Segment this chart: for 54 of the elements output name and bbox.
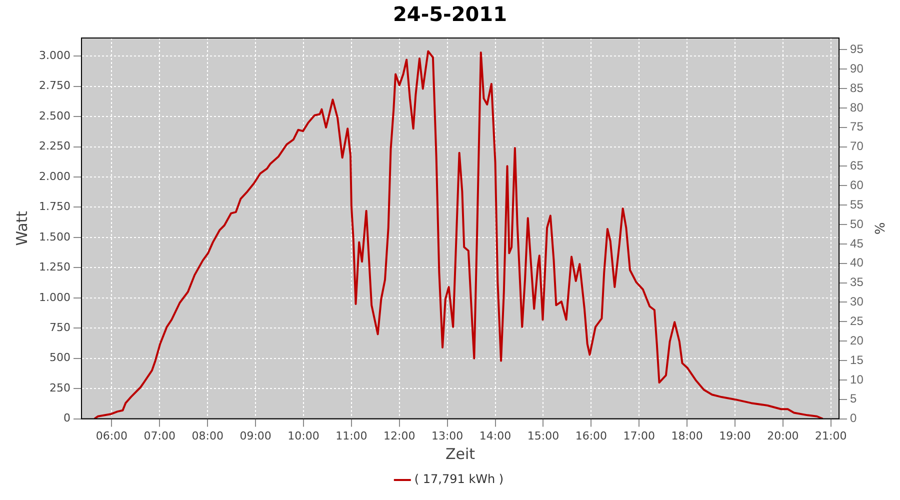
y2-tick-label: 5 — [850, 392, 858, 406]
x-tick-label: 18:00 — [671, 429, 703, 442]
x-tick-label: 15:00 — [527, 429, 560, 442]
x-tick-label: 20:00 — [767, 429, 799, 442]
chart-title: 24-5-2011 — [392, 2, 508, 26]
y-tick-label: 1.000 — [38, 290, 70, 304]
y-axis-title: Watt — [12, 210, 31, 246]
y2-tick-label: 35 — [850, 275, 864, 290]
y-tick-label: 250 — [49, 381, 70, 394]
y-tick-label: 1.250 — [38, 260, 70, 274]
x-tick-label: 09:00 — [240, 429, 272, 442]
x-tick-label: 16:00 — [575, 429, 608, 442]
x-tick-label: 21:00 — [815, 429, 847, 442]
y2-tick-label: 50 — [850, 216, 864, 231]
x-tick-label: 12:00 — [384, 429, 416, 442]
y2-tick-label: 30 — [850, 294, 864, 309]
y2-tick-label: 75 — [850, 120, 864, 134]
y-tick-label: 2.250 — [38, 140, 70, 153]
x-tick-label: 10:00 — [288, 429, 320, 442]
y2-tick-label: 45 — [850, 236, 864, 250]
x-tick-label: 06:00 — [96, 429, 128, 442]
y2-tick-label: 65 — [850, 158, 864, 173]
y2-tick-label: 25 — [850, 314, 864, 328]
y-tick-label: 3.000 — [38, 48, 70, 62]
y2-tick-label: 20 — [850, 333, 864, 348]
x-tick-label: 14:00 — [479, 429, 512, 442]
y-tick-label: 2.500 — [38, 109, 70, 122]
y2-tick-label: 95 — [850, 42, 864, 56]
y2-tick-label: 60 — [850, 178, 864, 192]
y2-tick-label: 90 — [850, 61, 864, 76]
x-tick-label: 11:00 — [336, 429, 368, 442]
y-tick-label: 750 — [49, 320, 70, 334]
y2-axis-title: % — [870, 222, 886, 235]
y2-tick-label: 10 — [850, 372, 864, 386]
y2-tick-label: 0 — [850, 411, 858, 426]
x-tick-label: 17:00 — [623, 429, 655, 442]
y2-tick-label: 15 — [850, 352, 864, 367]
y2-tick-label: 40 — [850, 256, 864, 270]
y-tick-label: 1.750 — [38, 200, 70, 214]
x-tick-label: 07:00 — [144, 429, 176, 442]
y-tick-label: 500 — [49, 351, 70, 364]
y-tick-label: 2.750 — [38, 79, 70, 92]
legend-label: ( 17,791 kWh ) — [414, 472, 504, 486]
y-tick-label: 1.500 — [38, 230, 70, 244]
y-tick-label: 0 — [63, 412, 70, 425]
y2-tick-label: 80 — [850, 100, 864, 114]
y2-tick-label: 85 — [850, 80, 864, 95]
y2-tick-label: 55 — [850, 197, 864, 212]
x-tick-label: 08:00 — [192, 429, 224, 442]
y-tick-label: 2.000 — [38, 170, 70, 183]
y2-tick-label: 70 — [850, 139, 864, 154]
x-tick-label: 19:00 — [719, 429, 751, 442]
x-axis-title: Zeit — [445, 444, 476, 463]
x-tick-label: 13:00 — [431, 429, 464, 442]
